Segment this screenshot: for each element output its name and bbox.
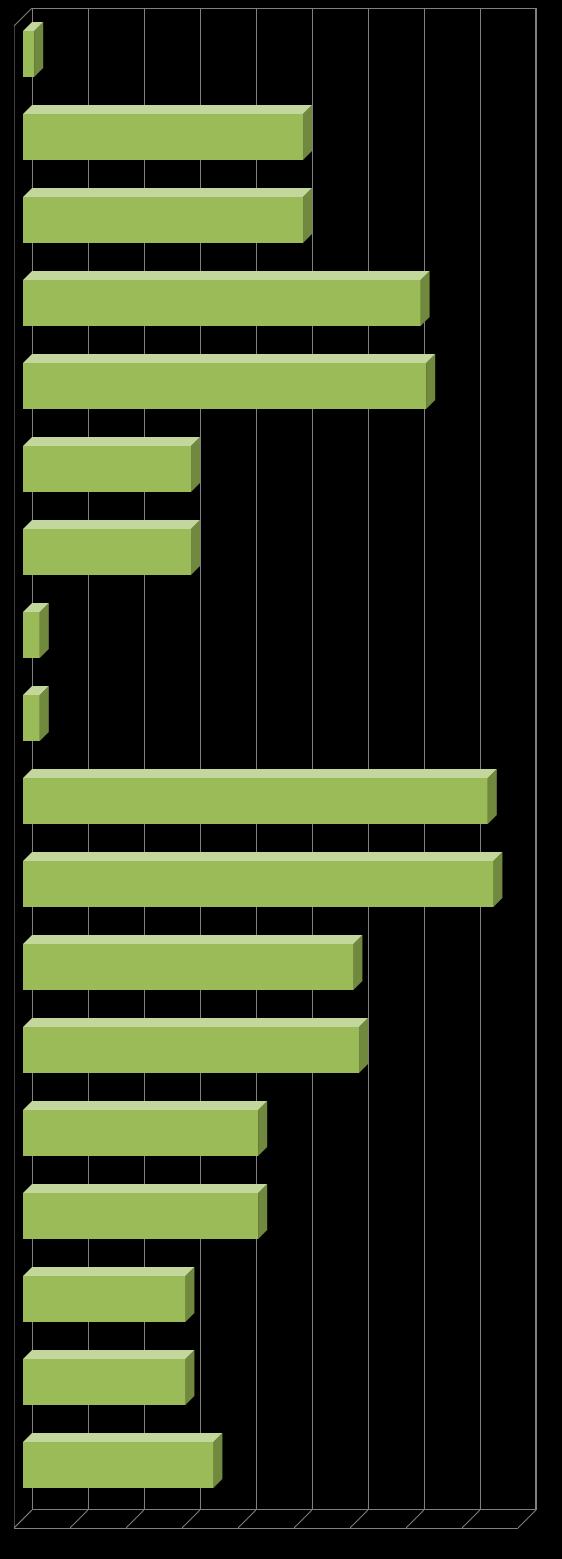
floor-front-edge bbox=[14, 1528, 518, 1529]
bar bbox=[23, 1018, 379, 1084]
gridline-floor bbox=[70, 1510, 90, 1530]
bar bbox=[23, 603, 60, 669]
gridline-vertical bbox=[368, 8, 369, 1510]
bar bbox=[23, 769, 508, 835]
bar bbox=[23, 22, 54, 88]
bar bbox=[23, 105, 323, 171]
gridline-floor bbox=[350, 1510, 370, 1530]
gridline-vertical bbox=[536, 8, 537, 1510]
bar bbox=[23, 354, 446, 420]
gridline-floor bbox=[518, 1510, 538, 1530]
bar bbox=[23, 686, 60, 752]
gridline-floor bbox=[462, 1510, 482, 1530]
bar bbox=[23, 1433, 233, 1499]
bar bbox=[23, 1101, 278, 1167]
bar-chart-3d bbox=[0, 0, 562, 1559]
bar bbox=[23, 520, 211, 586]
bar bbox=[23, 437, 211, 503]
gridline-vertical bbox=[480, 8, 481, 1510]
bar bbox=[23, 935, 373, 1001]
bar bbox=[23, 852, 513, 918]
gridline-vertical bbox=[424, 8, 425, 1510]
gridline-floor bbox=[182, 1510, 202, 1530]
bar bbox=[23, 271, 441, 337]
bar bbox=[23, 188, 323, 254]
gridline-floor bbox=[238, 1510, 258, 1530]
bar bbox=[23, 1184, 278, 1250]
gridline-floor bbox=[126, 1510, 146, 1530]
bar bbox=[23, 1350, 205, 1416]
gridline-floor bbox=[294, 1510, 314, 1530]
bar bbox=[23, 1267, 205, 1333]
gridline-floor bbox=[406, 1510, 426, 1530]
